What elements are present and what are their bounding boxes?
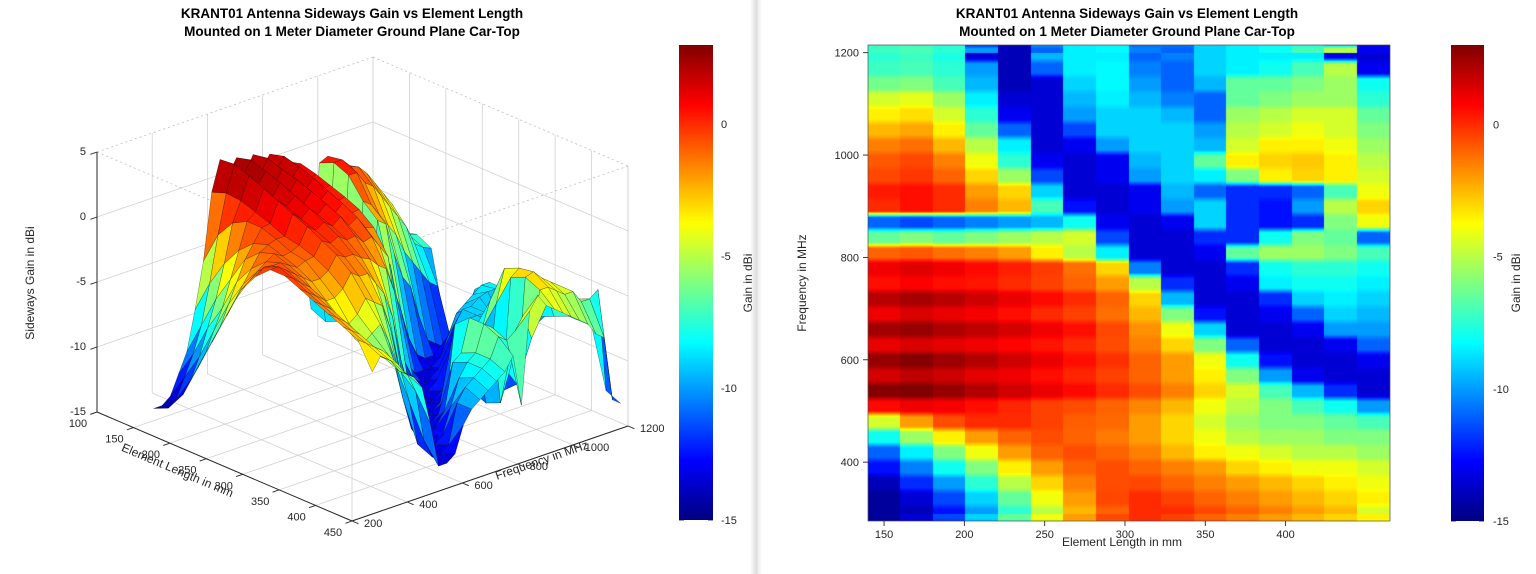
svg-text:800: 800	[841, 252, 859, 264]
svg-text:350: 350	[251, 496, 269, 508]
surface-3d-plot: 100 150 200 250 300 350 400 450 200 400 600 800 1000…	[23, 6, 755, 539]
svg-text:0: 0	[721, 119, 727, 131]
svg-text:400: 400	[419, 499, 437, 511]
surface-tick-labels: 100 150 200 250 300 350 400 450 200 400 600 800 1000…	[69, 146, 665, 539]
svg-text:300: 300	[1116, 529, 1134, 541]
left-colorbar	[679, 45, 713, 520]
svg-text:5: 5	[80, 146, 86, 158]
surface-mesh	[153, 153, 621, 467]
svg-text:1200: 1200	[640, 423, 664, 435]
left-z-axis-label: Sideways Gain in dBi	[23, 226, 37, 339]
svg-text:150: 150	[105, 434, 123, 446]
svg-text:450: 450	[324, 527, 342, 539]
svg-text:-5: -5	[721, 251, 731, 263]
heatmap-plot	[868, 45, 1390, 521]
svg-text:0: 0	[80, 211, 86, 223]
right-colorbar-label: Gain in dBi	[1509, 254, 1523, 313]
right-y-axis-label: Frequency in MHz	[795, 234, 809, 331]
right-figure-title-line2: Mounted on 1 Meter Diameter Ground Plane…	[959, 24, 1295, 39]
svg-text:600: 600	[474, 480, 492, 492]
svg-text:-10: -10	[70, 341, 86, 353]
svg-text:350: 350	[1196, 529, 1214, 541]
svg-text:400: 400	[841, 457, 859, 469]
svg-text:250: 250	[178, 465, 196, 477]
right-x-axis-label: Element Length in mm	[1062, 535, 1182, 549]
left-x-axis-label: Element Length in mm	[120, 440, 236, 500]
svg-text:300: 300	[215, 480, 233, 492]
svg-text:100: 100	[69, 418, 87, 430]
svg-text:200: 200	[142, 449, 160, 461]
svg-text:1200: 1200	[835, 48, 859, 60]
right-figure-title-line1: KRANT01 Antenna Sideways Gain vs Element…	[956, 6, 1298, 21]
svg-text:-5: -5	[76, 276, 86, 288]
svg-text:-10: -10	[721, 383, 737, 395]
svg-text:400: 400	[287, 511, 305, 523]
svg-text:-15: -15	[1493, 516, 1509, 528]
svg-text:-15: -15	[70, 406, 86, 418]
svg-text:1000: 1000	[585, 442, 609, 454]
svg-text:-10: -10	[1493, 384, 1509, 396]
heatmap-axes: 150 200 250 300 350 400 400 600 800 1000 1200 KRAN…	[795, 6, 1523, 549]
right-colorbar	[1451, 45, 1484, 521]
svg-text:150: 150	[875, 529, 893, 541]
svg-text:200: 200	[364, 518, 382, 530]
svg-text:600: 600	[841, 355, 859, 367]
svg-text:1000: 1000	[835, 150, 859, 162]
svg-text:-5: -5	[1493, 252, 1503, 264]
svg-text:0: 0	[1493, 119, 1499, 131]
svg-text:200: 200	[955, 529, 973, 541]
svg-text:250: 250	[1035, 529, 1053, 541]
heatmap-tick-labels: 150 200 250 300 350 400 400 600 800 1000 1200	[835, 44, 1391, 541]
window-seam-divider	[750, 0, 762, 574]
svg-text:400: 400	[1276, 529, 1294, 541]
left-figure-title-line2: Mounted on 1 Meter Diameter Ground Plane…	[184, 24, 520, 39]
left-figure-title-line1: KRANT01 Antenna Sideways Gain vs Element…	[181, 6, 523, 21]
svg-text:800: 800	[530, 461, 548, 473]
svg-text:-15: -15	[721, 515, 737, 527]
